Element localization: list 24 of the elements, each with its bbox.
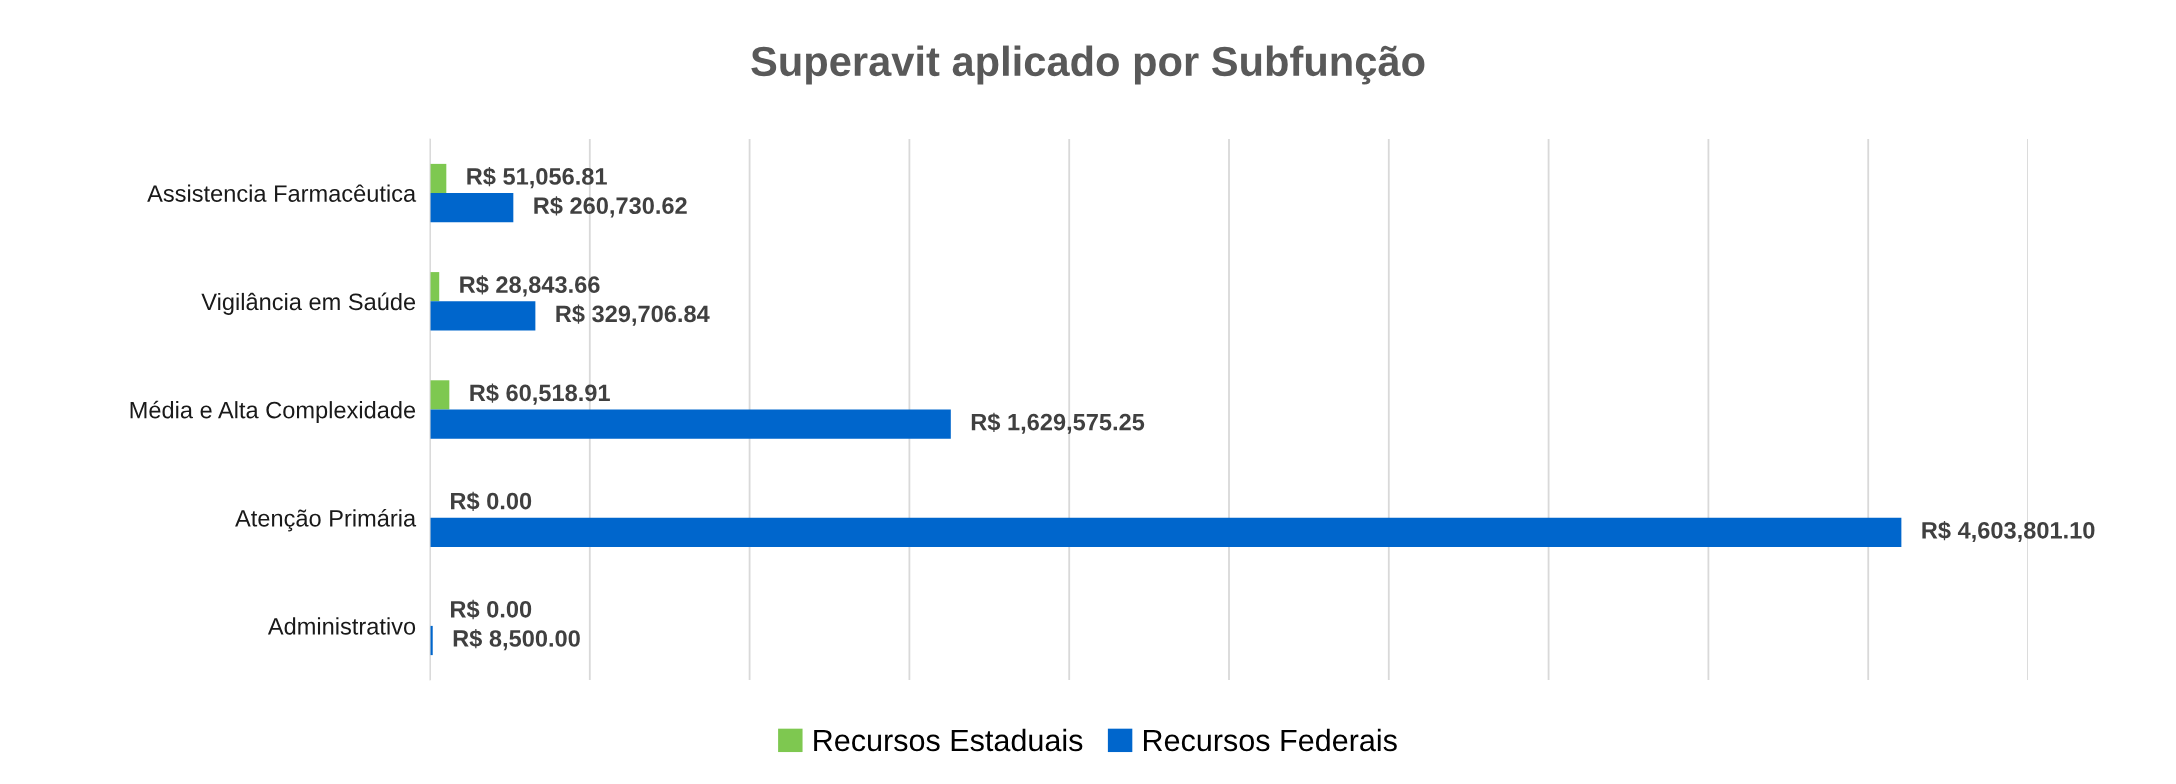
y-tick-label: Vigilância em Saúde [201,292,416,315]
y-tick-label: Média e Alta Complexidade [130,400,416,424]
data-label: R$ 0.00 [451,491,532,511]
legend-label: Recursos Estaduais [814,728,1083,752]
data-label: R$ 0.00 [451,599,532,620]
bar [430,193,514,223]
data-label: R$ 51,056.81 [467,167,607,189]
data-label: R$ 1,629,575.25 [971,412,1145,434]
legend-label: Recursos Federais [1144,728,1397,752]
data-label: R$ 60,518.91 [470,383,610,405]
data-label: R$ 28,843.66 [460,275,600,297]
bar [430,409,951,439]
data-label: R$ 4,603,801.10 [1922,520,2095,543]
bar [430,517,1902,547]
bar [430,301,536,331]
data-label: R$ 8,500.00 [453,629,580,651]
y-tick-label: Atenção Primária [235,509,417,532]
data-label: R$ 260,730.62 [534,196,687,218]
chart-title: Superavit aplicado por Subfunção [751,45,1425,85]
y-tick-label: Assistencia Farmacêutica [147,184,417,202]
bar [430,380,450,410]
y-tick-label: Administrativo [267,617,416,635]
data-label: R$ 329,706.84 [556,304,710,326]
bar [430,163,447,194]
